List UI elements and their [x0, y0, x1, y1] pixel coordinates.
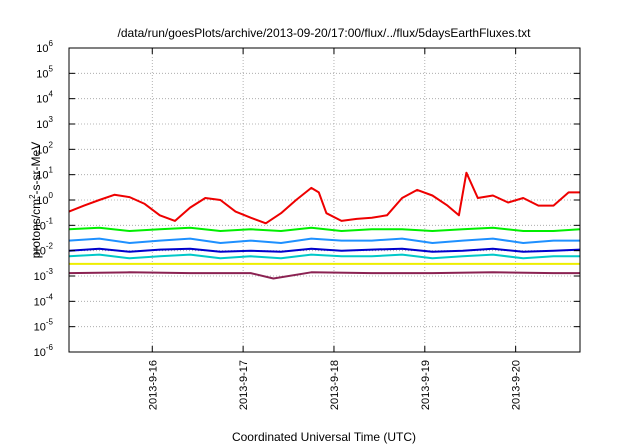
y-tick-label-base: 10 — [36, 68, 48, 80]
x-axis-label: Coordinated Universal Time (UTC) — [232, 430, 416, 444]
y-tick-labels: 10-610-510-410-310-210-11001011021031041… — [34, 39, 54, 359]
series-line-2 — [68, 226, 581, 232]
y-tick-label-base: 10 — [34, 271, 46, 283]
y-tick-label: 10-1 — [34, 216, 54, 232]
y-axis-label: protons/cm2-s-sr-MeV — [28, 142, 43, 258]
y-tick-label-exp: -4 — [46, 292, 54, 301]
y-tick-label: 104 — [36, 90, 53, 106]
axis-ticks — [69, 47, 580, 353]
y-tick-label-exp: 5 — [49, 64, 54, 73]
x-tick-label: 2013-9-20 — [511, 360, 523, 410]
y-tick-label-base: 10 — [36, 144, 48, 156]
y-tick-label-base: 10 — [34, 246, 46, 258]
y-tick-label: 101 — [36, 166, 53, 182]
series-line-1 — [68, 171, 580, 225]
y-tick-label: 103 — [36, 115, 53, 131]
y-tick-label: 100 — [36, 191, 53, 207]
y-tick-label-base: 10 — [34, 220, 46, 232]
y-tick-label-base: 10 — [36, 94, 48, 106]
y-tick-label-base: 10 — [36, 195, 48, 207]
y-tick-label-exp: 6 — [49, 39, 54, 48]
y-tick-label: 106 — [36, 39, 53, 55]
data-series — [68, 171, 581, 280]
y-tick-label: 10-2 — [34, 242, 54, 258]
y-tick-label-exp: -5 — [46, 318, 54, 327]
series-line-3 — [68, 237, 580, 244]
y-tick-label: 10-6 — [34, 343, 54, 359]
y-tick-label-exp: 4 — [49, 90, 54, 99]
y-tick-label-base: 10 — [34, 347, 46, 359]
y-tick-label-base: 10 — [34, 296, 46, 308]
x-tick-label: 2013-9-18 — [329, 360, 341, 410]
y-tick-label-exp: -2 — [46, 242, 54, 251]
series-line-4 — [68, 253, 580, 260]
y-tick-label-exp: -3 — [46, 267, 54, 276]
x-tick-labels: 2013-9-16 2013-9-17 2013-9-18 2013-9-19 2013… — [147, 360, 522, 410]
y-tick-label-exp: -1 — [46, 216, 54, 225]
chart-title: /data/run/goesPlots/archive/2013-09-20/1… — [118, 26, 532, 40]
y-axis-label-exp: 2 — [28, 194, 37, 199]
series-line-5 — [68, 247, 581, 253]
x-tick-label: 2013-9-17 — [238, 360, 250, 410]
y-tick-label-exp: 0 — [49, 191, 54, 200]
y-tick-label-base: 10 — [36, 119, 48, 131]
y-axis-label-prefix: protons/cm — [29, 199, 43, 258]
x-tick-label: 2013-9-16 — [147, 360, 159, 410]
y-tick-label-base: 10 — [34, 322, 46, 334]
y-tick-label-exp: 3 — [49, 115, 54, 124]
x-tick-label: 2013-9-19 — [420, 360, 432, 410]
y-tick-label-exp: 2 — [49, 140, 54, 149]
y-tick-label: 105 — [36, 64, 53, 80]
y-tick-label: 102 — [36, 140, 53, 156]
series-line-7 — [68, 271, 580, 280]
y-tick-label-exp: 1 — [49, 166, 54, 175]
y-tick-label: 10-3 — [34, 267, 54, 283]
y-tick-label-base: 10 — [36, 170, 48, 182]
y-axis-label-suffix: -s-sr-MeV — [29, 142, 43, 195]
y-tick-label-base: 10 — [36, 43, 48, 55]
y-tick-label-exp: -6 — [46, 343, 54, 352]
y-tick-label: 10-5 — [34, 318, 54, 334]
y-tick-label: 10-4 — [34, 292, 54, 308]
